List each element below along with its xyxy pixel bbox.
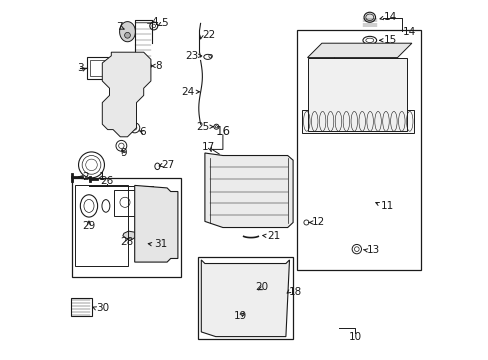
Text: 5: 5 (161, 18, 167, 28)
Text: 20: 20 (255, 282, 268, 292)
Bar (302, 110, 413, 133)
Text: 2: 2 (81, 172, 88, 182)
Polygon shape (120, 22, 135, 42)
Polygon shape (201, 260, 289, 337)
Text: 22: 22 (202, 30, 215, 40)
Polygon shape (134, 185, 178, 262)
Text: 11: 11 (380, 201, 393, 211)
Text: 3: 3 (77, 63, 83, 73)
Text: 28: 28 (120, 237, 133, 247)
Text: 15: 15 (384, 35, 397, 45)
Text: 27: 27 (161, 160, 174, 170)
Text: 9: 9 (121, 148, 127, 158)
Text: 23: 23 (185, 51, 198, 61)
Polygon shape (102, 52, 151, 137)
Text: 21: 21 (266, 231, 280, 241)
Ellipse shape (124, 32, 130, 38)
Text: 4: 4 (151, 17, 158, 27)
Polygon shape (122, 231, 136, 239)
Text: 6: 6 (140, 127, 146, 138)
Ellipse shape (309, 69, 319, 82)
Bar (72, 178, 181, 277)
Text: 13: 13 (366, 245, 379, 255)
Bar (75, 185, 127, 266)
Text: 30: 30 (96, 303, 109, 313)
Text: 19: 19 (233, 311, 246, 321)
Bar (307, 58, 406, 131)
Bar (197, 257, 292, 339)
Text: 1: 1 (99, 172, 105, 182)
Text: 24: 24 (181, 87, 194, 97)
Bar (296, 30, 420, 270)
Text: 31: 31 (153, 239, 167, 249)
Text: 8: 8 (155, 61, 162, 71)
Ellipse shape (356, 69, 365, 82)
Polygon shape (307, 43, 411, 58)
Text: 10: 10 (348, 332, 361, 342)
Ellipse shape (341, 69, 350, 82)
Text: 25: 25 (196, 122, 209, 132)
Text: 14: 14 (384, 12, 397, 22)
Polygon shape (145, 62, 151, 69)
Text: 26: 26 (100, 176, 113, 186)
Bar (90, 60, 104, 76)
Text: 29: 29 (82, 221, 96, 231)
Text: 12: 12 (311, 217, 325, 228)
Text: 16: 16 (215, 125, 230, 138)
Text: 18: 18 (288, 287, 301, 297)
Bar (114, 190, 136, 216)
Text: 7: 7 (116, 22, 122, 32)
Bar (87, 57, 107, 79)
Bar (71, 298, 92, 316)
Text: 14: 14 (403, 27, 416, 37)
Ellipse shape (325, 69, 334, 82)
Text: 17: 17 (202, 141, 215, 152)
Polygon shape (204, 153, 292, 228)
Ellipse shape (363, 12, 375, 22)
